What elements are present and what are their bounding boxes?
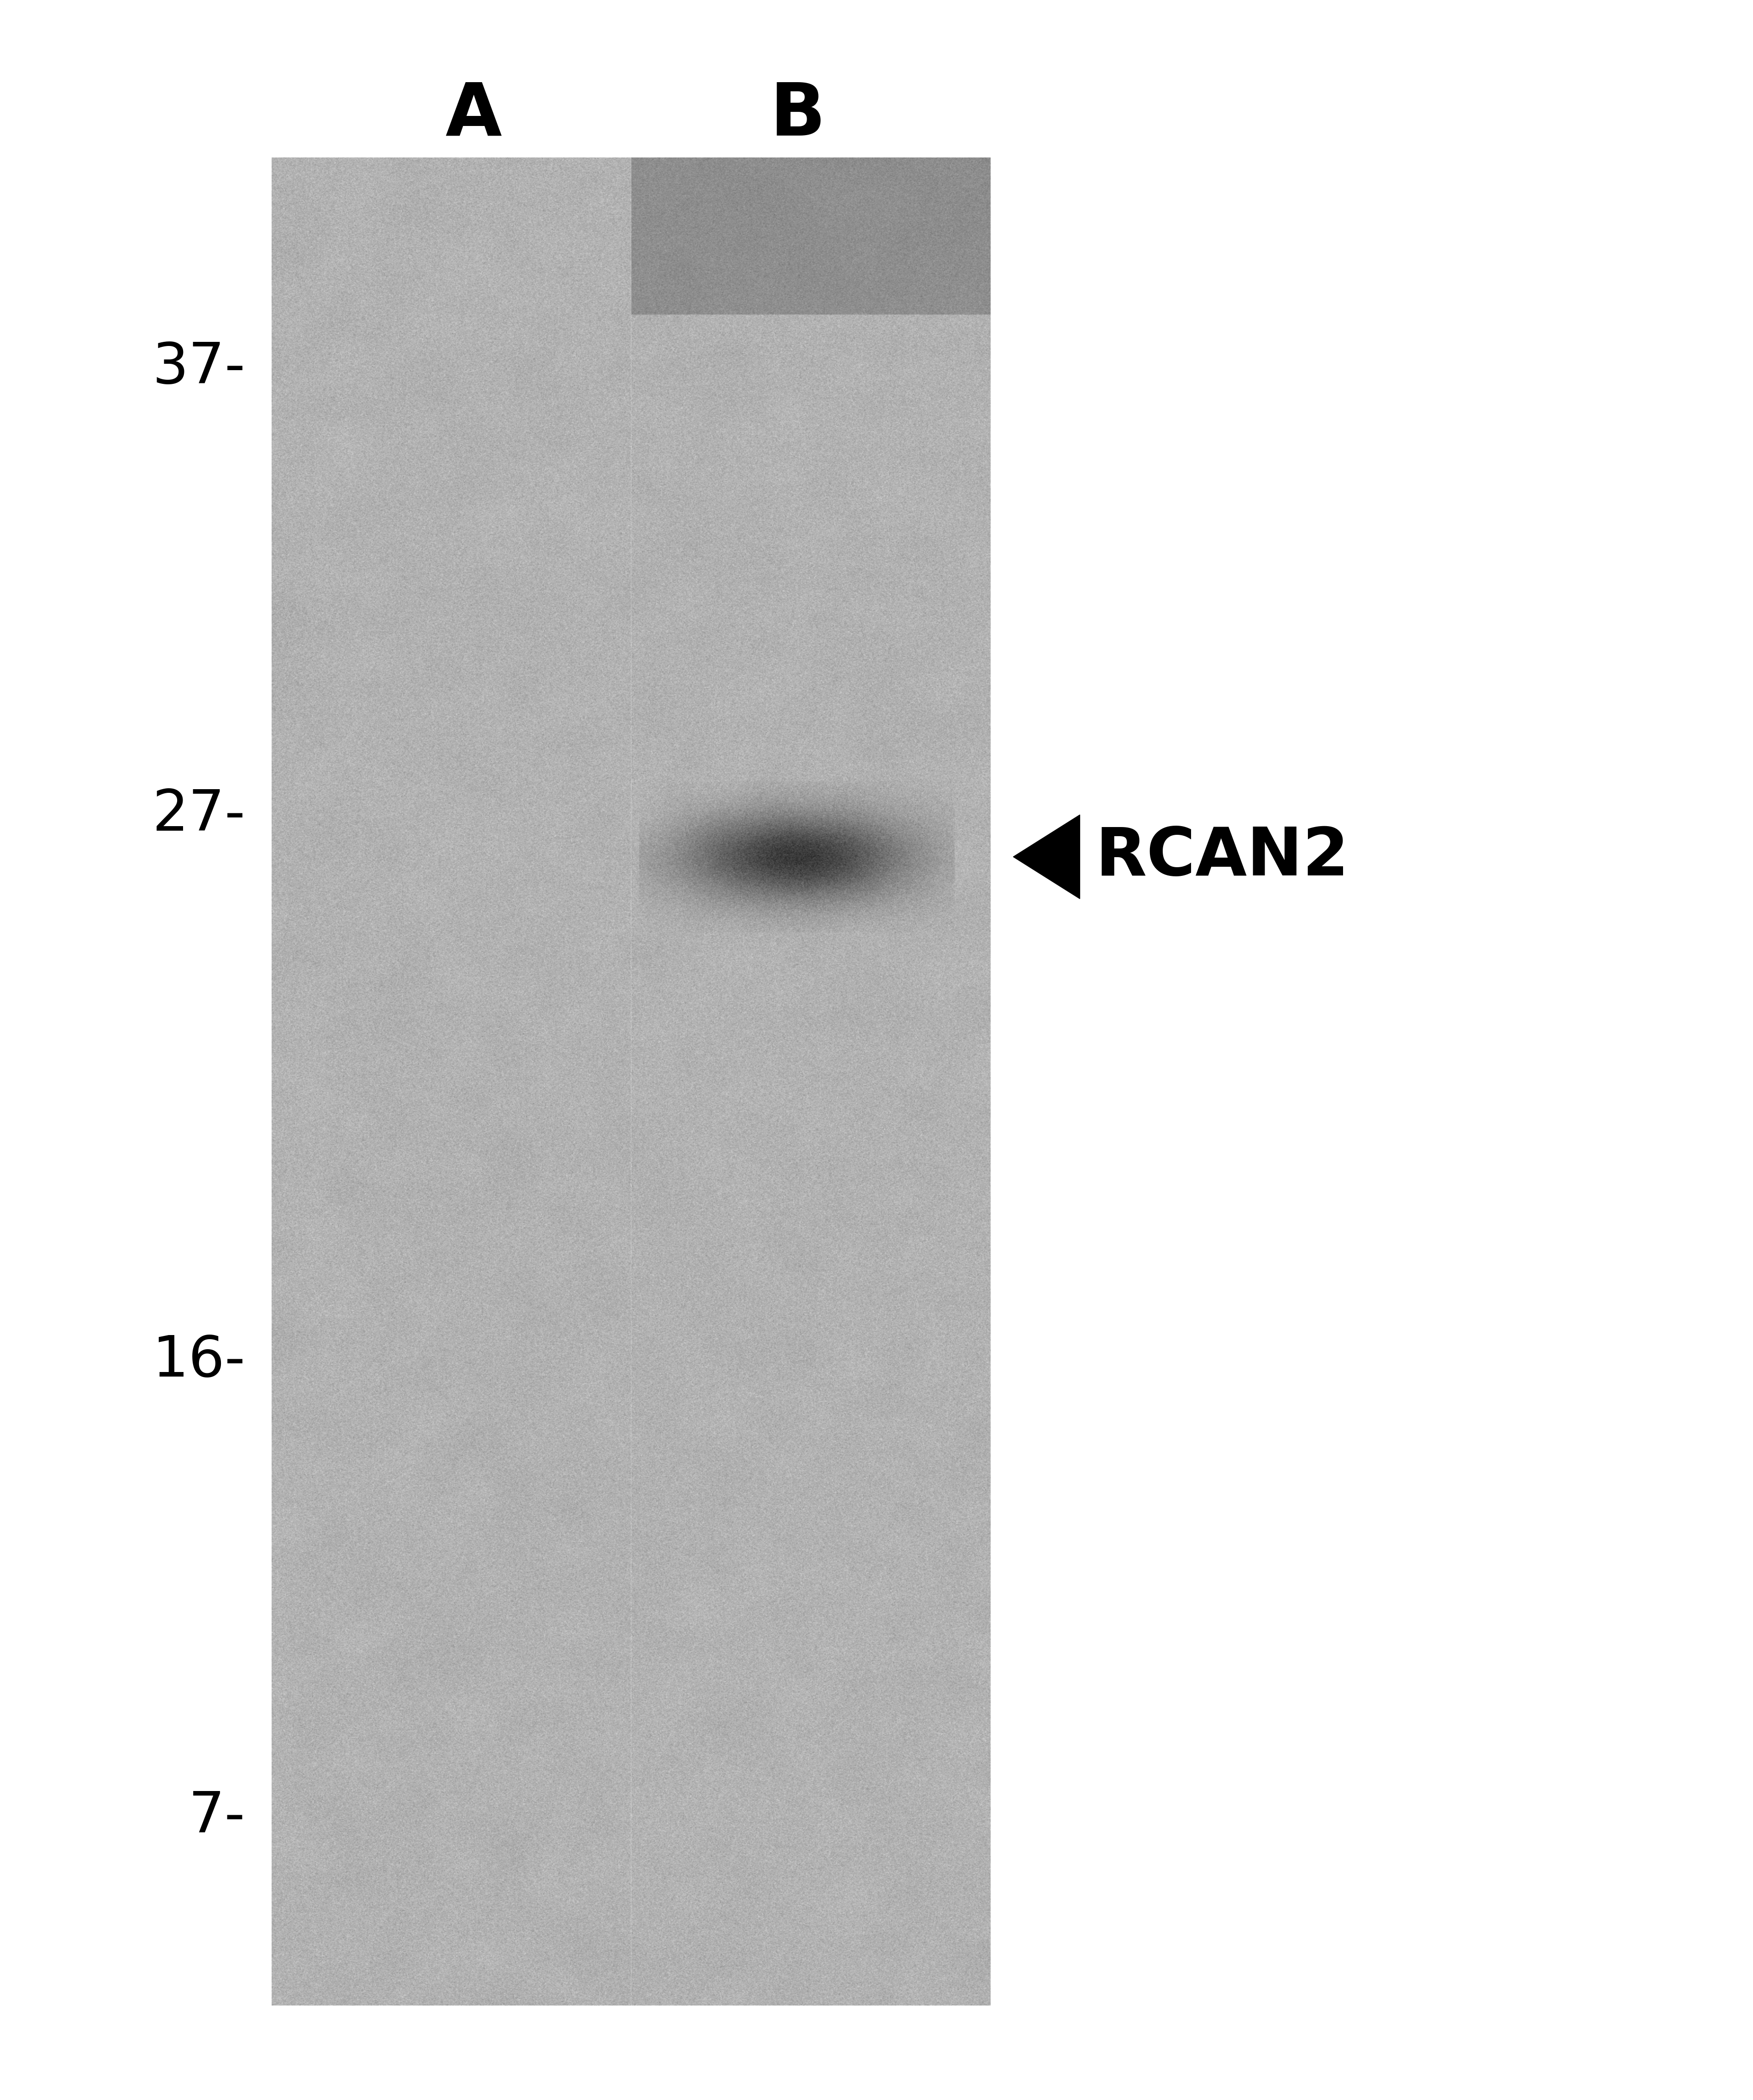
- Text: 37-: 37-: [153, 340, 245, 395]
- Text: A: A: [445, 80, 501, 151]
- Text: 27-: 27-: [153, 788, 245, 842]
- Text: B: B: [770, 80, 826, 151]
- Text: 7-: 7-: [189, 1789, 245, 1844]
- Text: 16-: 16-: [153, 1334, 245, 1388]
- Text: RCAN2: RCAN2: [1096, 825, 1350, 888]
- Polygon shape: [1013, 815, 1080, 899]
